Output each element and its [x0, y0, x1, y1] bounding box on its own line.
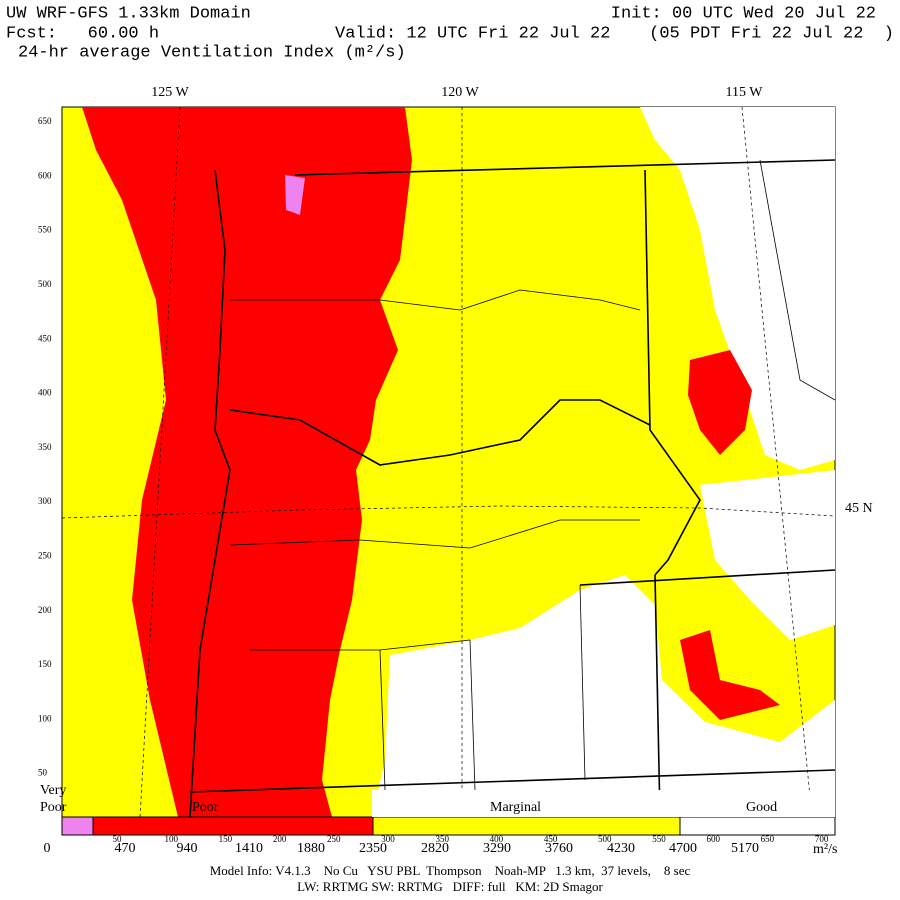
colorbar-segment [679, 816, 836, 836]
footer-line: Model Info: V4.1.3 No Cu YSU PBL Thompso… [210, 863, 691, 878]
colorbar-inner-tick: 550 [652, 834, 666, 844]
longitude-label: 120 W [441, 85, 479, 100]
colorbar-segment [61, 816, 94, 836]
colorbar-inner-tick: 500 [598, 834, 612, 844]
colorbar-tick: 1880 [297, 841, 325, 856]
colorbar [61, 816, 836, 836]
category-label: Marginal [490, 800, 541, 815]
y-axis-label: 300 [38, 496, 52, 506]
colorbar-tick: 4230 [607, 841, 635, 856]
longitude-line [741, 106, 813, 818]
category-label: Very [40, 783, 66, 798]
colorbar-inner-tick: 300 [381, 834, 395, 844]
good-region [640, 107, 835, 470]
latitude-line [61, 505, 836, 519]
y-axis-label: 200 [38, 605, 52, 615]
colorbar-tick: 0 [44, 841, 51, 856]
map [61, 106, 836, 818]
latitude-label: 45 N [845, 501, 873, 516]
county-border [229, 519, 640, 549]
colorbar-inner-tick: 400 [490, 834, 504, 844]
good-region [372, 575, 835, 817]
good-region [700, 470, 835, 640]
colorbar-inner-tick: 250 [327, 834, 341, 844]
poor-region [680, 630, 780, 720]
y-axis-label: 600 [38, 170, 52, 180]
y-axis-label: 150 [38, 659, 52, 669]
colorbar-tick: 1410 [235, 841, 263, 856]
y-axis-label: 500 [38, 279, 52, 289]
colorbar-tick: 2350 [359, 841, 387, 856]
y-axis-label: 50 [38, 768, 48, 778]
colorbar-segment [92, 816, 374, 836]
county-border [379, 649, 386, 791]
colorbar-inner-tick: 600 [706, 834, 720, 844]
y-axis-label: 100 [38, 713, 52, 723]
colorbar-inner-tick: 200 [273, 834, 287, 844]
longitude-label: 115 W [726, 85, 764, 100]
colorbar-tick: 470 [115, 841, 136, 856]
title: UW WRF-GFS 1.33km Domain [6, 4, 251, 23]
colorbar-inner-tick: 350 [435, 834, 449, 844]
state-border [229, 399, 651, 466]
colorbar-inner-tick: 150 [219, 834, 233, 844]
very-poor-region [285, 175, 305, 215]
forecast-hour: Fcst: 60.00 h [6, 24, 159, 43]
colorbar-inner-tick: 650 [761, 834, 775, 844]
longitude-line [139, 106, 181, 818]
longitude-label: 125 W [151, 85, 189, 100]
category-label: Poor [192, 800, 219, 815]
footer-line: LW: RRTMG SW: RRTMG DIFF: full KM: 2D Sm… [297, 879, 603, 894]
colorbar-tick: 4700 [669, 841, 697, 856]
poor-region [688, 350, 752, 455]
local-time: (05 PDT Fri 22 Jul 22 ) [649, 24, 894, 43]
colorbar-tick: 2820 [421, 841, 449, 856]
colorbar-segment [372, 816, 681, 836]
y-axis-label: 250 [38, 550, 52, 560]
init-time: Init: 00 UTC Wed 20 Jul 22 [611, 4, 876, 23]
colorbar-inner-tick: 50 [113, 834, 123, 844]
county-border [579, 584, 586, 781]
y-axis-label: 650 [38, 116, 52, 126]
colorbar-unit: m²/s [813, 842, 837, 857]
field-name: 24-hr average Ventilation Index (m²/s) [18, 43, 406, 62]
colorbar-inner-tick: 700 [815, 834, 829, 844]
state-border [579, 569, 836, 586]
state-border [644, 169, 701, 576]
county-border [759, 159, 836, 401]
county-border [230, 289, 641, 311]
colorbar-tick: 940 [177, 841, 198, 856]
colorbar-tick: 3290 [483, 841, 511, 856]
state-border [189, 769, 836, 793]
county-border [469, 639, 476, 791]
poor-region [82, 107, 412, 817]
colorbar-tick: 5170 [731, 841, 759, 856]
y-axis-label: 550 [38, 225, 52, 235]
category-label: Good [746, 800, 777, 815]
state-border [294, 159, 836, 176]
category-label: Poor [40, 800, 67, 815]
label-strip [372, 790, 835, 817]
coastline [189, 169, 231, 818]
y-axis-label: 450 [38, 333, 52, 343]
colorbar-inner-tick: 450 [544, 834, 558, 844]
y-axis-label: 400 [38, 388, 52, 398]
colorbar-tick: 3760 [545, 841, 573, 856]
colorbar-inner-tick: 100 [164, 834, 178, 844]
valid-time: Valid: 12 UTC Fri 22 Jul 22 [335, 24, 610, 43]
y-axis-label: 350 [38, 442, 52, 452]
